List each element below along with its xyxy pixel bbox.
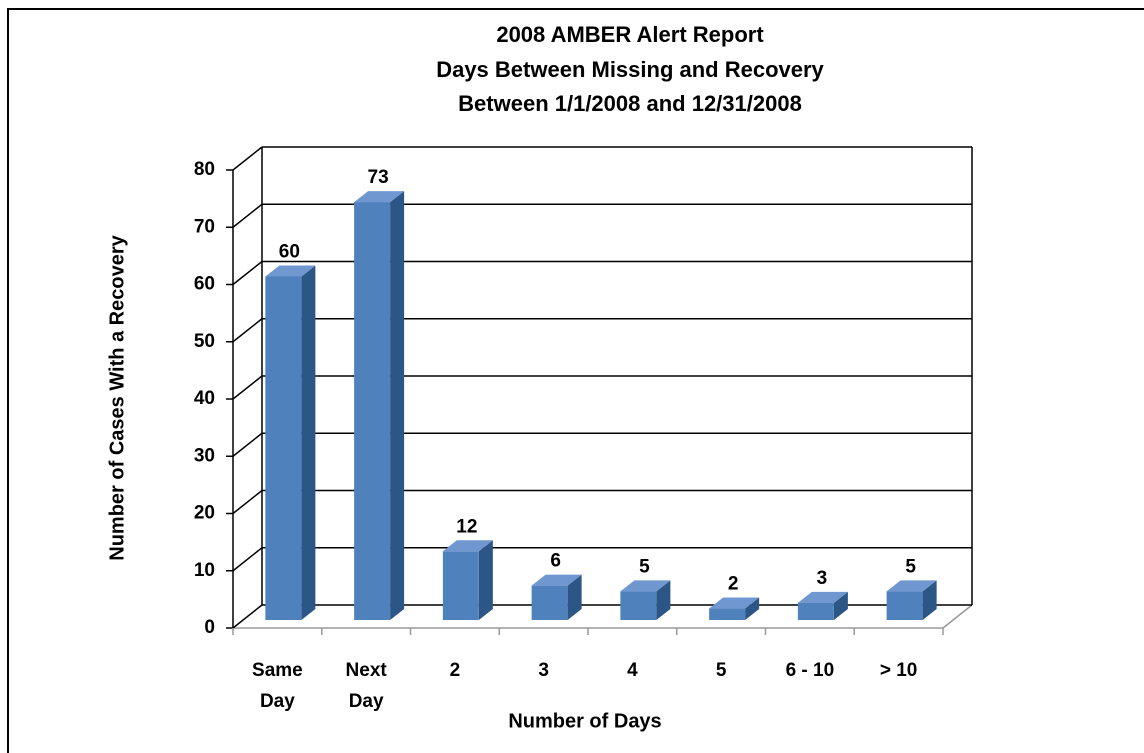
bar-front: [886, 591, 923, 620]
grid-line: [232, 547, 263, 572]
data-label: 5: [639, 556, 650, 577]
data-label: 60: [279, 242, 300, 263]
bar: [797, 591, 848, 620]
grid-line: [232, 146, 263, 171]
bar-top: [531, 574, 582, 586]
data-label: 5: [905, 556, 916, 577]
y-tick-label: 60: [194, 274, 215, 295]
x-tick-label: 4: [627, 660, 638, 681]
bar-top: [354, 191, 405, 203]
y-tick-label: 20: [194, 503, 215, 524]
data-label: 6: [550, 551, 561, 572]
bar-side: [745, 597, 760, 620]
grid-line: [232, 604, 263, 629]
bar-side: [922, 580, 937, 620]
bar-side: [390, 191, 405, 620]
bar-top: [620, 580, 671, 592]
chart-title: 2008 AMBER Alert Report: [496, 22, 764, 47]
bar: [531, 574, 582, 620]
bar: [442, 540, 493, 620]
y-tick-label: 40: [194, 388, 215, 409]
bar: [620, 580, 671, 620]
data-label: 2: [728, 574, 739, 595]
bar: [886, 580, 937, 620]
bar-side: [478, 540, 493, 620]
grid-line: [232, 432, 263, 457]
x-tick-label: 5: [715, 660, 727, 681]
y-axis-label: Number of Cases With a Recovery: [106, 234, 128, 560]
y-tick-label: 70: [194, 216, 215, 237]
grid-line: [232, 375, 263, 400]
y-tick-label: 50: [194, 331, 215, 352]
grid-line: [232, 489, 263, 515]
x-axis-label: Number of Days: [508, 710, 661, 732]
y-tick-label: 0: [204, 617, 215, 638]
bar-front: [531, 585, 568, 620]
y-tick-label: 30: [194, 445, 215, 466]
chart-subtitle: Days Between Missing and Recovery: [436, 57, 824, 82]
bar-side: [301, 265, 316, 620]
chart-subtitle: Between 1/1/2008 and 12/31/2008: [458, 91, 802, 116]
bar-front: [797, 602, 834, 620]
x-tick-label: 3: [538, 660, 549, 681]
bar-top: [442, 540, 493, 552]
x-tick-label: Next Day: [345, 660, 387, 712]
data-label: 3: [817, 568, 828, 589]
bar-side: [656, 580, 671, 620]
bar-side: [567, 574, 582, 620]
bar-top: [797, 591, 848, 603]
bar-front: [265, 276, 302, 620]
x-tick-label: Same Day: [252, 660, 303, 712]
grid-line: [232, 203, 263, 228]
frame: [7, 8, 1144, 753]
bar-top: [709, 597, 760, 609]
grid-line: [232, 260, 263, 286]
data-label: 12: [456, 516, 477, 537]
floor-edge: [942, 604, 973, 629]
bar-side: [833, 591, 848, 620]
x-tick-label: 6 - 10: [785, 660, 835, 681]
bar-front: [709, 608, 746, 620]
bar-front: [442, 551, 479, 620]
bar: [265, 265, 316, 620]
grid-line: [232, 318, 263, 343]
y-tick-label: 80: [194, 159, 215, 180]
y-tick-label: 10: [194, 560, 215, 581]
bar-top: [265, 265, 316, 277]
x-tick-label: > 10: [879, 660, 918, 681]
bar-front: [620, 591, 657, 620]
bar-front: [354, 202, 391, 620]
x-tick-label: 2: [449, 660, 461, 681]
bar: [709, 597, 760, 620]
bar: [354, 191, 405, 620]
bar-top: [886, 580, 937, 592]
data-label: 73: [368, 167, 389, 188]
